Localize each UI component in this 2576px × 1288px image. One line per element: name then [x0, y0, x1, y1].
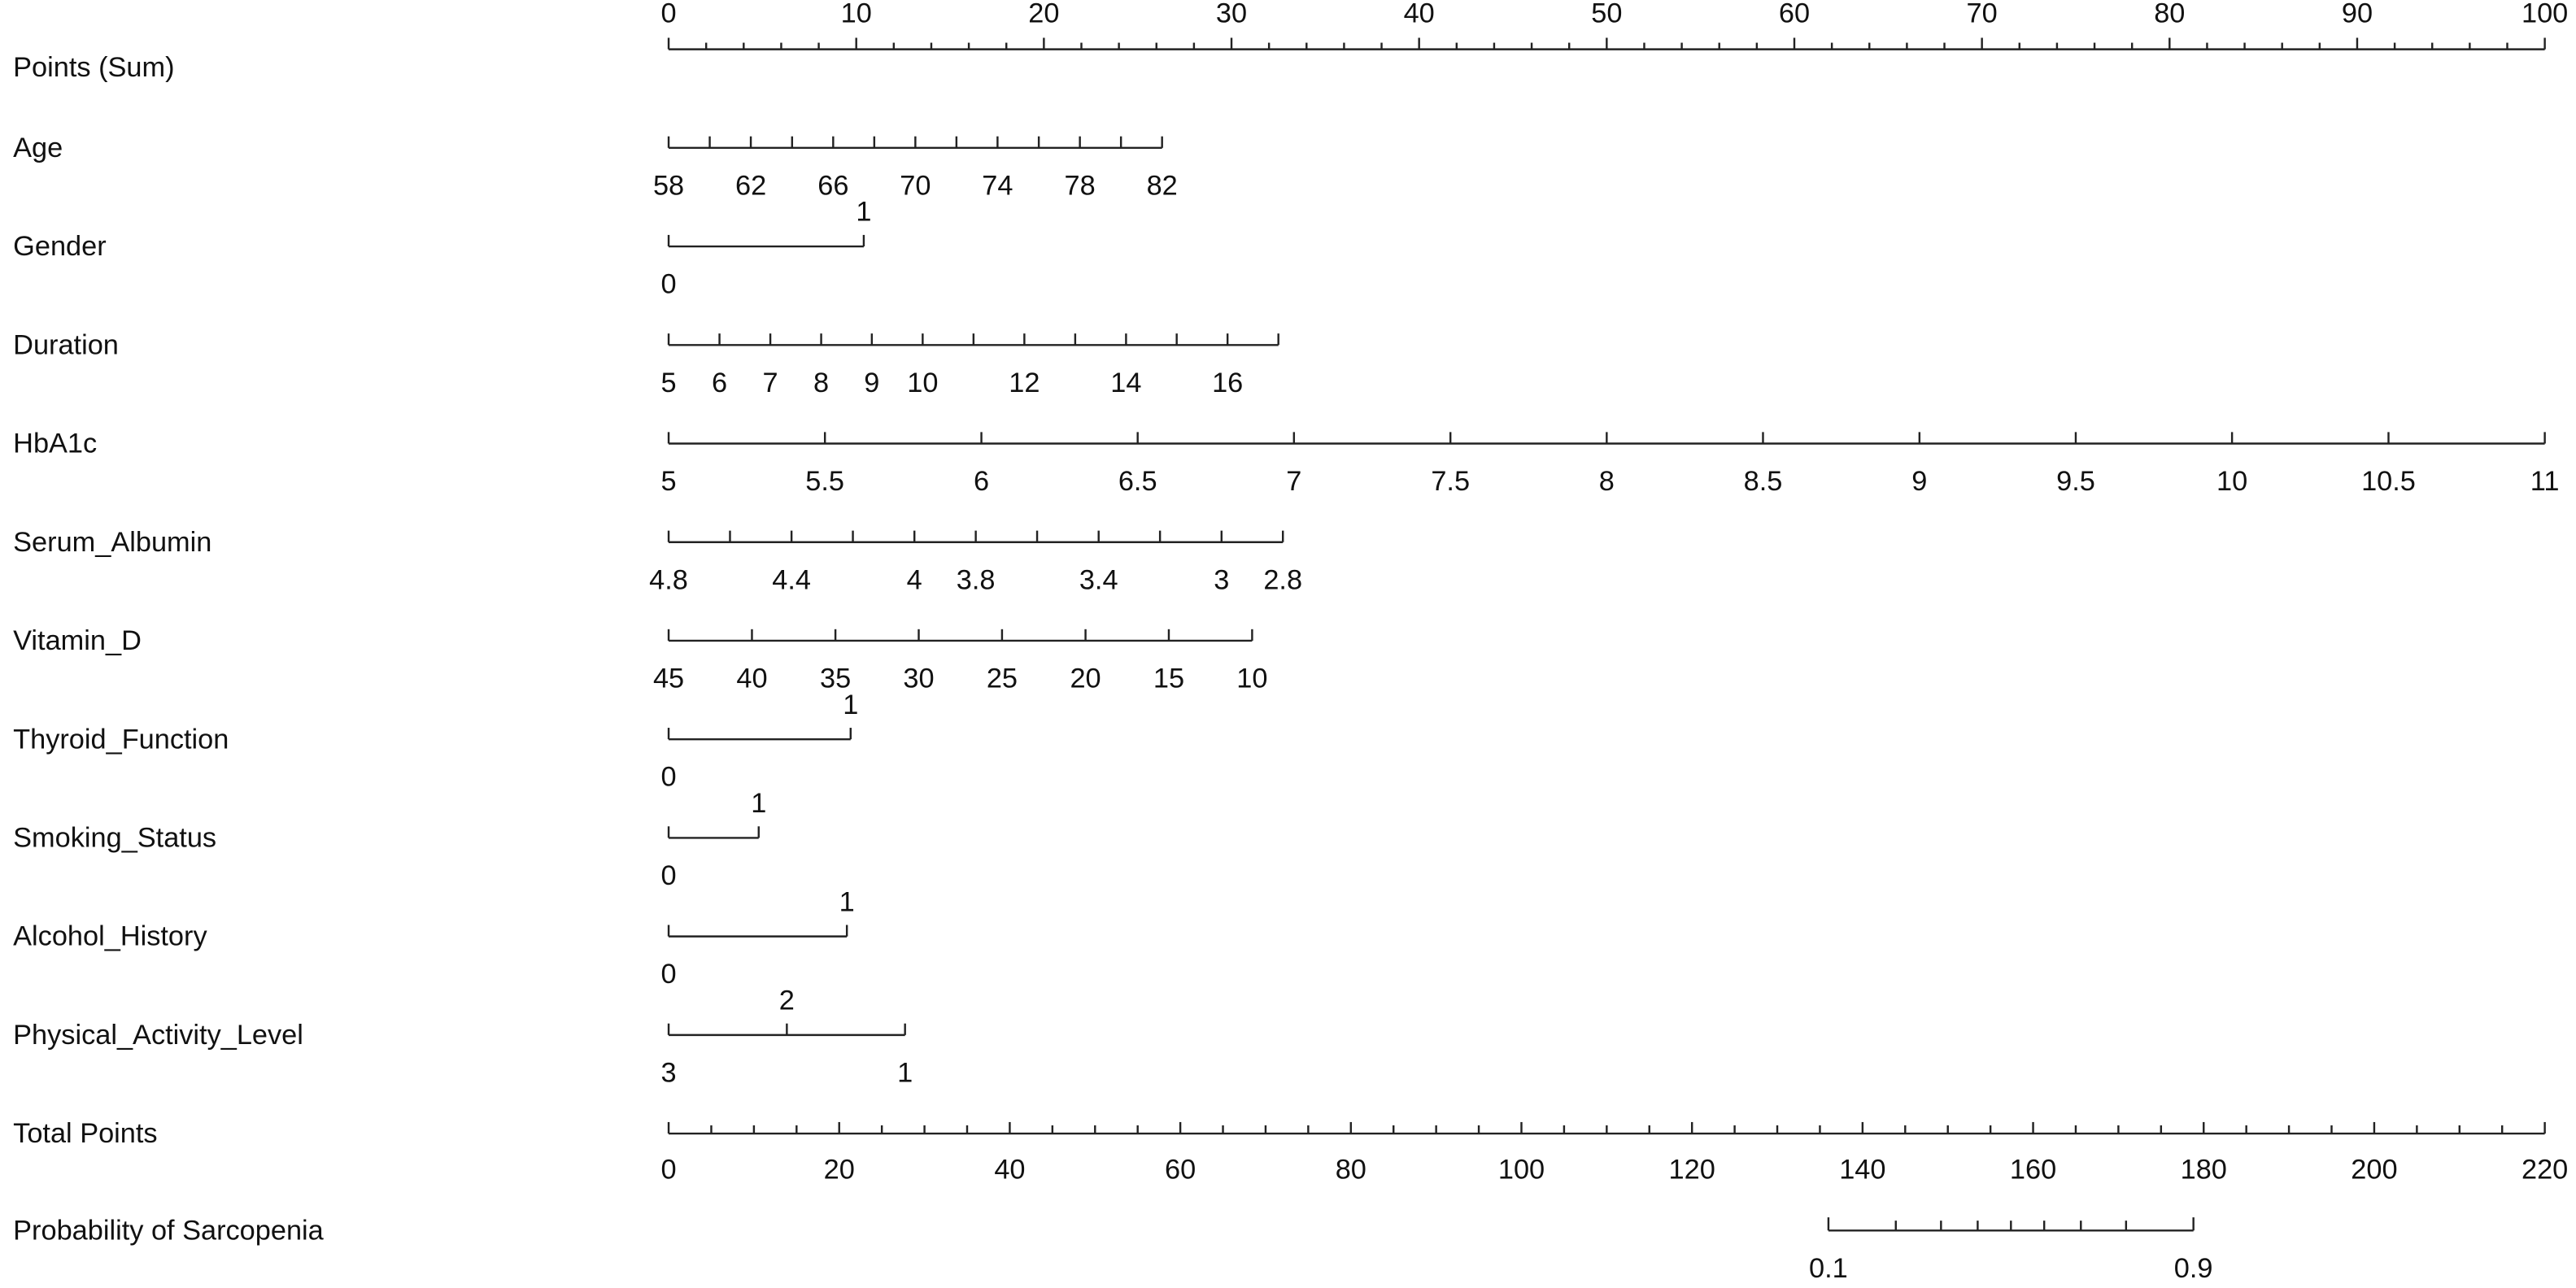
tick-label: 90 — [2342, 0, 2373, 28]
tick-label: 3.8 — [957, 564, 996, 595]
tick-label: 30 — [1216, 0, 1247, 28]
tick-label: 62 — [735, 170, 766, 201]
tick-label: 9 — [1911, 466, 1927, 497]
row-label: Duration — [13, 329, 119, 360]
tick-label: 1 — [856, 197, 871, 228]
tick-label: 70 — [1967, 0, 1998, 28]
tick-label: 0.1 — [1809, 1253, 1848, 1284]
axis-label: Total Points — [13, 1118, 157, 1149]
axis-label: Points (Sum) — [13, 52, 174, 83]
tick-label: 50 — [1591, 0, 1622, 28]
tick-label: 9.5 — [2056, 466, 2095, 497]
tick-label: 82 — [1147, 170, 1178, 201]
tick-label: 200 — [2351, 1155, 2397, 1186]
tick-label: 45 — [653, 664, 684, 694]
tick-label: 5.5 — [805, 466, 844, 497]
tick-label: 2 — [779, 986, 795, 1016]
tick-label: 100 — [2522, 0, 2568, 28]
tick-label: 7 — [763, 368, 778, 398]
tick-label: 0 — [661, 269, 677, 300]
tick-label: 12 — [1009, 368, 1040, 398]
tick-label: 8 — [1599, 466, 1615, 497]
tick-label: 5 — [661, 368, 677, 398]
tick-label: 74 — [982, 170, 1013, 201]
row-label: Gender — [13, 231, 106, 262]
tick-label: 3 — [1214, 564, 1229, 595]
tick-label: 7 — [1286, 466, 1301, 497]
tick-label: 0 — [661, 0, 677, 28]
tick-label: 0 — [661, 959, 677, 990]
tick-label: 5 — [661, 466, 677, 497]
tick-label: 16 — [1212, 368, 1243, 398]
row-label: Alcohol_History — [13, 921, 207, 952]
tick-label: 14 — [1110, 368, 1141, 398]
tick-label: 20 — [824, 1155, 855, 1186]
tick-label: 40 — [736, 664, 767, 694]
row-label: Smoking_Status — [13, 823, 216, 854]
tick-label: 10.5 — [2361, 466, 2416, 497]
tick-label: 1 — [751, 788, 766, 819]
tick-label: 25 — [987, 664, 1018, 694]
tick-label: 3.4 — [1079, 564, 1118, 595]
tick-label: 40 — [1404, 0, 1435, 28]
tick-label: 58 — [653, 170, 684, 201]
tick-label: 2.8 — [1263, 564, 1302, 595]
row-label: HbA1c — [13, 429, 97, 459]
tick-label: 6.5 — [1118, 466, 1157, 497]
tick-label: 220 — [2522, 1155, 2568, 1186]
tick-label: 10 — [1236, 664, 1267, 694]
tick-label: 0 — [661, 860, 677, 891]
tick-label: 15 — [1153, 664, 1184, 694]
tick-label: 10 — [2216, 466, 2247, 497]
tick-label: 80 — [1336, 1155, 1366, 1186]
row-label: Physical_Activity_Level — [13, 1020, 303, 1051]
tick-label: 11 — [2530, 466, 2560, 497]
tick-label: 9 — [864, 368, 879, 398]
tick-label: 8.5 — [1744, 466, 1783, 497]
tick-label: 30 — [903, 664, 934, 694]
tick-label: 10 — [841, 0, 872, 28]
tick-label: 0.9 — [2174, 1253, 2213, 1284]
tick-label: 4 — [907, 564, 922, 595]
tick-label: 0 — [661, 762, 677, 793]
tick-label: 4.4 — [772, 564, 811, 595]
tick-label: 3 — [661, 1057, 677, 1088]
row-label: Thyroid_Function — [13, 724, 229, 755]
tick-label: 180 — [2181, 1155, 2227, 1186]
tick-label: 140 — [1839, 1155, 1885, 1186]
tick-label: 20 — [1028, 0, 1059, 28]
tick-label: 80 — [2154, 0, 2185, 28]
tick-label: 8 — [813, 368, 829, 398]
tick-label: 1 — [843, 690, 858, 720]
tick-label: 6 — [712, 368, 727, 398]
tick-label: 70 — [900, 170, 931, 201]
tick-label: 60 — [1779, 0, 1810, 28]
tick-label: 66 — [817, 170, 848, 201]
tick-label: 7.5 — [1431, 466, 1470, 497]
row-label: Serum_Albumin — [13, 527, 211, 558]
tick-label: 4.8 — [649, 564, 688, 595]
tick-label: 160 — [2010, 1155, 2056, 1186]
tick-label: 6 — [974, 466, 989, 497]
tick-label: 120 — [1669, 1155, 1715, 1186]
tick-label: 100 — [1498, 1155, 1545, 1186]
tick-label: 20 — [1070, 664, 1101, 694]
tick-label: 60 — [1165, 1155, 1196, 1186]
row-label: Vitamin_D — [13, 625, 142, 656]
tick-label: 1 — [897, 1057, 913, 1088]
row-label: Age — [13, 133, 63, 163]
tick-label: 35 — [820, 664, 851, 694]
tick-label: 1 — [839, 886, 855, 917]
tick-label: 0 — [661, 1155, 677, 1186]
tick-label: 40 — [994, 1155, 1025, 1186]
tick-label: 78 — [1065, 170, 1096, 201]
axis-label: Probability of Sarcopenia — [13, 1215, 324, 1246]
tick-label: 10 — [907, 368, 938, 398]
